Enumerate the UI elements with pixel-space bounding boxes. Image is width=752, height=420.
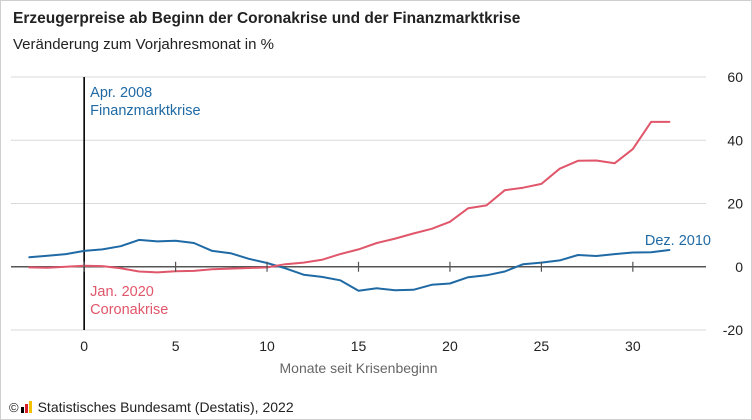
x-axis-label: Monate seit Krisenbeginn (280, 360, 438, 376)
footer: © Statistisches Bundesamt (Destatis), 20… (9, 399, 294, 415)
series-line-finanzmarktkrise (28, 238, 671, 292)
x-tick-label: 10 (259, 338, 275, 354)
x-tick-label: 25 (534, 338, 550, 354)
source-text: Statistisches Bundesamt (Destatis), 2022 (37, 399, 294, 415)
annotation-coronakrise: Coronakrise (90, 302, 168, 318)
x-tick-label: 15 (351, 338, 367, 354)
chart-title: Erzeugerpreise ab Beginn der Coronakrise… (13, 10, 521, 27)
series-line-coronakrise (28, 120, 671, 274)
x-tick-label: 0 (80, 338, 88, 354)
x-tick-label: 30 (625, 338, 641, 354)
x-tick-label: 20 (442, 338, 458, 354)
x-tick-label: 5 (172, 338, 180, 354)
series-lines (28, 120, 671, 292)
y-tick-label: 40 (727, 132, 743, 148)
destatis-logo-icon (20, 401, 34, 413)
annotation-finanzmarktkrise: Apr. 2008 (90, 85, 152, 101)
annotation-finanzmarktkrise: Dez. 2010 (645, 233, 711, 249)
y-tick-label: 0 (735, 259, 743, 275)
chart-subtitle: Veränderung zum Vorjahresmonat in % (13, 36, 274, 53)
y-tick-label: -20 (723, 322, 743, 338)
y-tick-label: 20 (727, 196, 743, 212)
tick-labels: -20 0 20 40 60 0 5 10 15 20 25 30 (80, 69, 743, 354)
annotation-coronakrise: Jan. 2020 (90, 284, 154, 300)
y-tick-label: 60 (727, 69, 743, 85)
copyright-symbol: © (9, 399, 19, 415)
annotation-finanzmarktkrise: Finanzmarktkrise (90, 103, 200, 119)
annotations: Apr. 2008 Finanzmarktkrise Dez. 2010 Jan. 2… (90, 85, 711, 318)
